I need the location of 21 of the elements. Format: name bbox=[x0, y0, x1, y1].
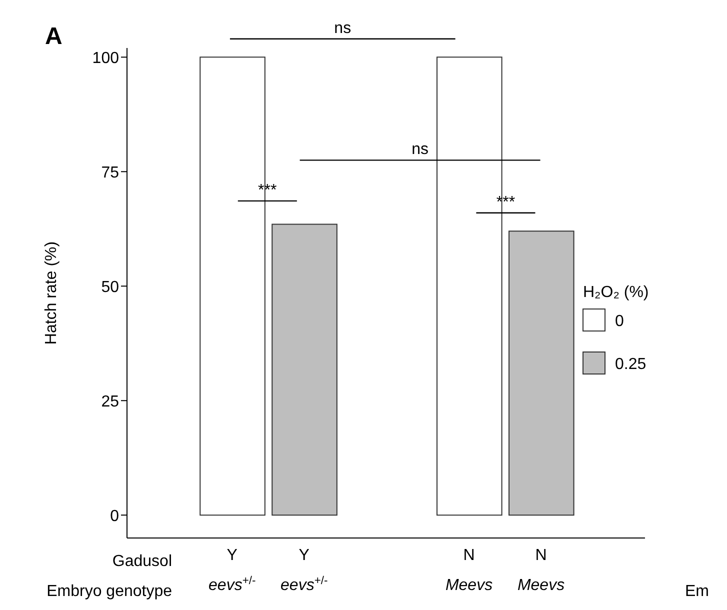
annotation: ns bbox=[412, 141, 428, 158]
bar bbox=[508, 230, 574, 516]
chart-title: A bbox=[45, 23, 62, 50]
text: Gadusol bbox=[112, 553, 172, 570]
x-tick-label: Y eevs$^{+/-}$ bbox=[208, 547, 256, 594]
y-tick-label: 100 bbox=[92, 50, 120, 67]
text: ns bbox=[334, 20, 352, 37]
x-tick-label: Y eevs$^{+/-}$ bbox=[280, 547, 328, 594]
y-tick-label: 0 bbox=[110, 508, 120, 525]
legend-label: 0 bbox=[615, 313, 624, 330]
legend-label: 0.25 bbox=[615, 356, 646, 373]
text: Embryo genotype bbox=[46, 583, 172, 600]
bar bbox=[272, 224, 338, 516]
y-tick-label: 50 bbox=[101, 278, 120, 296]
y-tick-label: 25 bbox=[101, 393, 120, 410]
y-tick-label: 75 bbox=[101, 164, 120, 182]
y-axis-title: Hatch rate (%) bbox=[43, 241, 60, 345]
x-tick-label: N Meevs bbox=[517, 547, 565, 594]
legend-title: H₂O₂ (%) bbox=[583, 284, 649, 301]
x-tick-label: N Meevs bbox=[445, 547, 493, 594]
text: Em bbox=[685, 583, 709, 600]
